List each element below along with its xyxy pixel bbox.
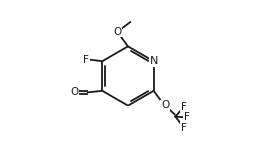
Text: O: O xyxy=(70,87,78,97)
Text: F: F xyxy=(184,112,190,122)
Text: F: F xyxy=(181,123,187,133)
Text: F: F xyxy=(83,55,89,65)
Text: O: O xyxy=(113,27,122,37)
Text: F: F xyxy=(181,102,187,112)
Text: O: O xyxy=(161,100,169,110)
Text: N: N xyxy=(150,56,158,66)
